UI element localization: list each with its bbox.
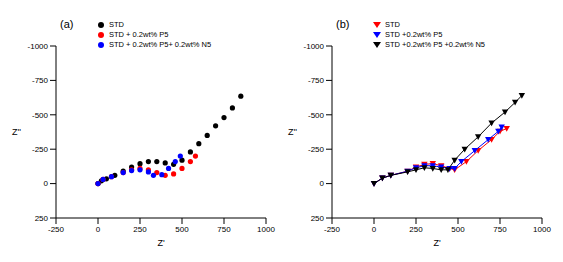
svg-text:Z': Z' <box>433 238 440 248</box>
svg-text:-1000: -1000 <box>304 42 325 51</box>
svg-text:-750: -750 <box>32 76 49 85</box>
svg-text:500: 500 <box>175 225 189 234</box>
svg-text:Z'': Z'' <box>288 127 297 137</box>
svg-text:1000: 1000 <box>257 225 275 234</box>
html-text:(a): (a) <box>60 18 74 30</box>
svg-text:250: 250 <box>133 225 147 234</box>
html-text:STD +0.2wt% P5 +0.2wt% N5: STD +0.2wt% P5 +0.2wt% N5 <box>385 40 485 49</box>
svg-text:-250: -250 <box>48 225 65 234</box>
svg-text:250: 250 <box>311 214 325 223</box>
svg-text:Z': Z' <box>157 238 164 248</box>
html-text:STD + 0.2wt% P5: STD + 0.2wt% P5 <box>109 30 169 39</box>
svg-text:-250: -250 <box>308 145 325 154</box>
svg-text:250: 250 <box>409 225 423 234</box>
svg-text:0: 0 <box>372 225 377 234</box>
svg-text:-750: -750 <box>308 76 325 85</box>
svg-text:0: 0 <box>320 179 325 188</box>
svg-text:-250: -250 <box>32 145 49 154</box>
svg-text:-500: -500 <box>32 111 49 120</box>
html-text:STD +0.2wt% P5: STD +0.2wt% P5 <box>385 30 443 39</box>
svg-text:Z'': Z'' <box>12 127 21 137</box>
svg-text:-250: -250 <box>324 225 341 234</box>
svg-text:0: 0 <box>44 179 49 188</box>
svg-text:750: 750 <box>217 225 231 234</box>
html-text:(b): (b) <box>336 18 350 30</box>
svg-text:-1000: -1000 <box>28 42 49 51</box>
svg-text:250: 250 <box>35 214 49 223</box>
svg-text:1000: 1000 <box>533 225 551 234</box>
html-text:STD: STD <box>109 20 124 29</box>
svg-text:-500: -500 <box>308 111 325 120</box>
svg-text:0: 0 <box>96 225 101 234</box>
html-text:STD + 0.2wt% P5+ 0.2wt% N5: STD + 0.2wt% P5+ 0.2wt% N5 <box>109 40 212 49</box>
svg-text:750: 750 <box>493 225 507 234</box>
html-text:STD: STD <box>385 20 400 29</box>
svg-text:500: 500 <box>451 225 465 234</box>
